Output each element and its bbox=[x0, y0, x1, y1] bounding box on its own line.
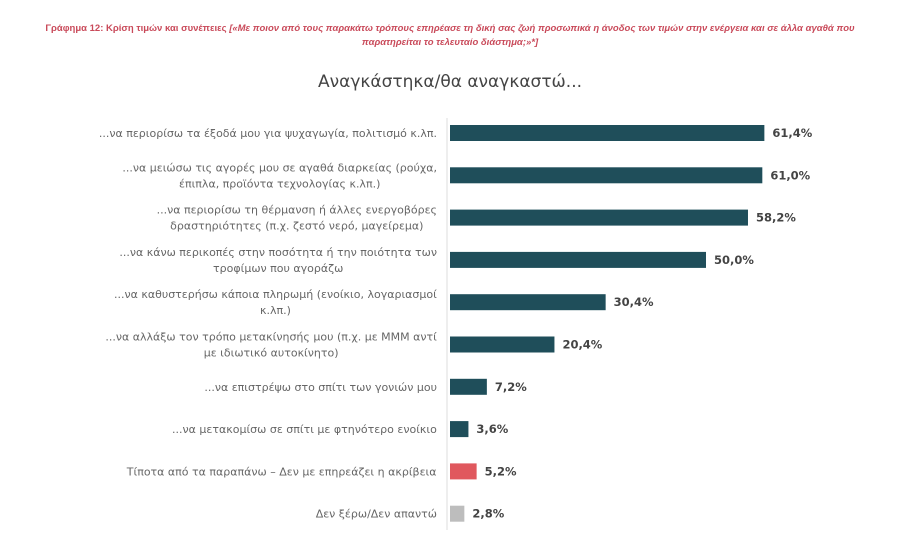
value-label: 3,6% bbox=[476, 422, 508, 436]
bar bbox=[450, 209, 748, 226]
bar bbox=[450, 167, 763, 184]
category-label: ...να περιορίσω τη θέρμανση ή άλλες ενερ… bbox=[157, 204, 437, 233]
value-label: 20,4% bbox=[562, 338, 602, 352]
value-label: 61,4% bbox=[772, 126, 812, 140]
category-label: ...να κάνω περικοπές στην ποσότητα ή την… bbox=[119, 246, 437, 275]
bar bbox=[450, 251, 706, 268]
bar bbox=[450, 378, 487, 395]
category-label: ...να καθυστερήσω κάποια πληρωμή (ενοίκι… bbox=[114, 288, 437, 317]
category-label: ...να αλλάξω τον τρόπο μετακίνησής μου (… bbox=[105, 331, 437, 360]
bar bbox=[450, 336, 555, 353]
category-label: Τίποτα από τα παραπάνω – Δεν με επηρεάζε… bbox=[126, 465, 437, 478]
category-label: ...να επιστρέψω στο σπίτι των γονιών μου bbox=[204, 381, 437, 394]
value-label: 50,0% bbox=[714, 253, 754, 267]
value-label: 2,8% bbox=[472, 507, 504, 521]
value-label: 61,0% bbox=[770, 168, 810, 182]
chart-title: Γράφημα 12: Κρίση τιμών και συνέπειες [«… bbox=[20, 22, 880, 50]
bar bbox=[450, 421, 469, 438]
bar bbox=[450, 125, 765, 141]
value-label: 58,2% bbox=[756, 211, 796, 225]
category-label: Δεν ξέρω/Δεν απαντώ bbox=[316, 508, 437, 521]
category-label: ...να μειώσω τις αγορές μου σε αγαθά δια… bbox=[122, 161, 437, 190]
bar bbox=[450, 294, 606, 311]
title-question: [«Με ποιον από τους παρακάτω τρόπους επη… bbox=[229, 23, 855, 48]
chart-subtitle: Αναγκάστηκα/θα αναγκαστώ... bbox=[317, 72, 582, 92]
category-label: ...να περιορίσω τα έξοδά μου για ψυχαγωγ… bbox=[99, 127, 437, 140]
category-label: ...να μετακομίσω σε σπίτι με φτηνότερο ε… bbox=[172, 423, 437, 436]
bar bbox=[450, 463, 477, 480]
title-prefix: Γράφημα 12: Κρίση τιμών και συνέπειες bbox=[45, 23, 230, 34]
value-label: 30,4% bbox=[614, 295, 654, 309]
value-label: 5,2% bbox=[485, 464, 517, 478]
bar bbox=[450, 505, 465, 522]
value-label: 7,2% bbox=[495, 380, 527, 394]
